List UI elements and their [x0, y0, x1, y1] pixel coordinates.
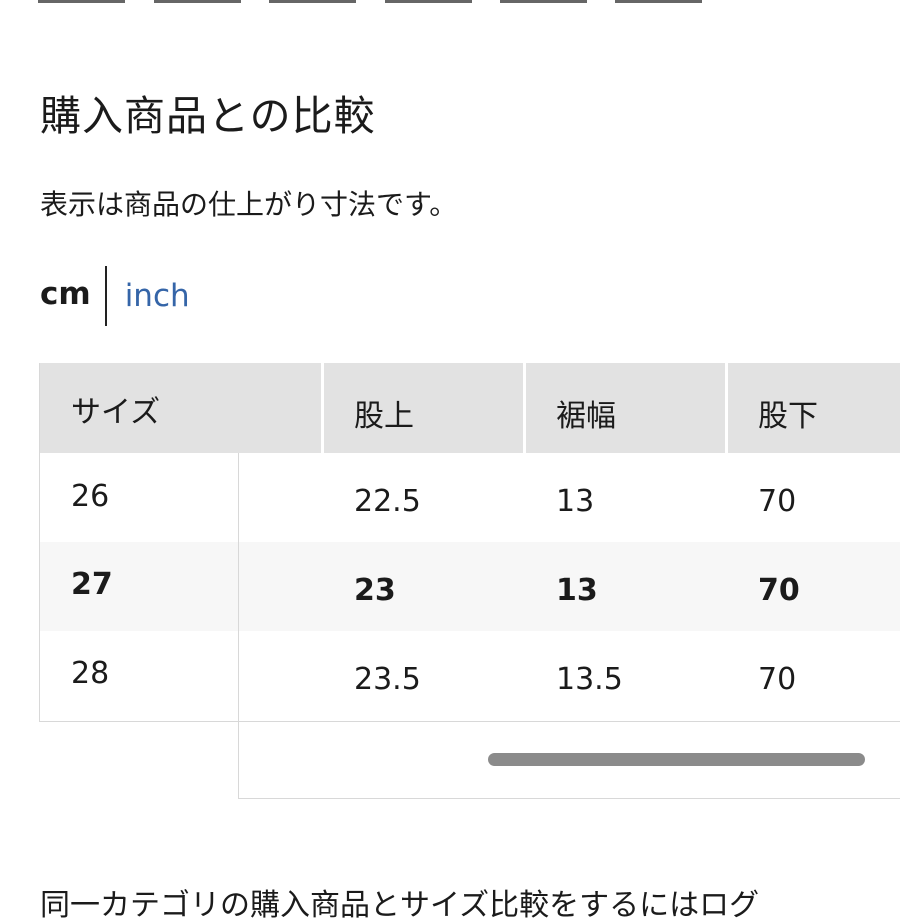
image-tabs	[0, 0, 900, 4]
horizontal-scroll-area	[238, 720, 900, 799]
cell-inseam: 70	[758, 573, 800, 608]
table-row: 28 23.5 13.5 70	[40, 631, 900, 720]
header-rise: 股上	[324, 363, 526, 453]
cell-inseam: 70	[758, 662, 797, 697]
cell-rise: 23.5	[354, 662, 421, 697]
horizontal-scrollbar[interactable]	[488, 753, 865, 766]
cell-rise: 22.5	[354, 484, 421, 519]
cell-inseam: 70	[758, 484, 797, 519]
size-table[interactable]: サイズ 股上 裾幅 股下 26 22.5 13 70 27 23 13 70 2…	[39, 363, 900, 722]
tab-indicator[interactable]	[500, 0, 587, 3]
header-hem-width: 裾幅	[526, 363, 728, 453]
table-header: サイズ 股上 裾幅 股下	[40, 363, 900, 453]
fixed-column-divider	[238, 453, 239, 721]
table-row: 26 22.5 13 70	[40, 453, 900, 542]
cell-size: 27	[71, 567, 113, 602]
section-title: 購入商品との比較	[40, 92, 376, 140]
table-row-highlighted: 27 23 13 70	[40, 542, 900, 631]
cell-hem-width: 13	[556, 573, 598, 608]
tab-indicator[interactable]	[615, 0, 702, 3]
unit-toggle: cm inch	[40, 266, 190, 326]
dimension-note: 表示は商品の仕上がり寸法です。	[40, 188, 458, 221]
cell-hem-width: 13.5	[556, 662, 623, 697]
header-size: サイズ	[40, 363, 324, 453]
unit-inch-link[interactable]: inch	[124, 278, 190, 314]
login-compare-text: 同一カテゴリの購入商品とサイズ比較をするにはログ	[40, 888, 760, 923]
cell-hem-width: 13	[556, 484, 595, 519]
tab-indicator[interactable]	[385, 0, 472, 3]
cell-size: 28	[71, 656, 110, 691]
tab-indicator[interactable]	[269, 0, 356, 3]
tab-indicator[interactable]	[38, 0, 125, 3]
cell-size: 26	[71, 479, 110, 514]
unit-cm[interactable]: cm	[40, 266, 107, 326]
cell-rise: 23	[354, 573, 396, 608]
tab-indicator[interactable]	[154, 0, 241, 3]
header-inseam: 股下	[758, 399, 818, 434]
